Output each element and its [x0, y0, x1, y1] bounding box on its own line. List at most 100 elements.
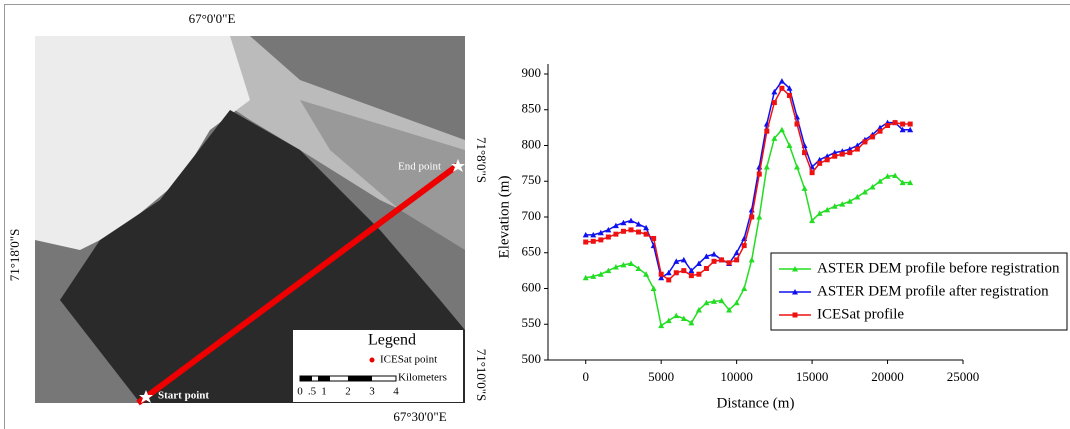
point — [824, 206, 831, 213]
point — [817, 160, 823, 166]
point — [809, 170, 815, 176]
y-tick-label: 900 — [522, 65, 542, 80]
point — [756, 171, 762, 177]
legend-box — [770, 252, 1068, 331]
x-axis-label: Distance (m) — [717, 395, 795, 411]
point — [907, 121, 913, 127]
point — [839, 201, 846, 207]
scale-label: 1 — [321, 386, 327, 398]
point — [582, 231, 589, 238]
point — [778, 126, 785, 133]
point — [711, 298, 717, 304]
point — [680, 256, 687, 263]
point — [703, 299, 710, 306]
start-star — [139, 390, 153, 403]
legend-label: ASTER DEM profile after registration — [817, 283, 1049, 299]
point — [854, 146, 860, 152]
x-tick-label: 0 — [582, 369, 589, 384]
point — [650, 285, 657, 291]
scale-label: 4 — [393, 386, 399, 398]
point — [719, 257, 725, 263]
rock — [60, 110, 465, 403]
point — [749, 214, 755, 220]
scale-label: 3 — [369, 386, 375, 398]
point — [583, 239, 589, 245]
point — [658, 322, 665, 329]
point — [612, 264, 619, 270]
point — [628, 227, 634, 233]
point — [726, 306, 733, 313]
point — [620, 228, 626, 234]
y-tick-label: 550 — [522, 315, 542, 330]
legend-title: Legend — [368, 332, 416, 349]
end-label: End point — [398, 161, 441, 173]
point — [665, 317, 672, 324]
point — [605, 267, 612, 274]
point — [628, 217, 634, 224]
point — [741, 285, 748, 291]
point — [892, 120, 898, 126]
point — [899, 179, 906, 186]
point — [839, 151, 845, 157]
point — [741, 243, 747, 249]
scale-unit: Kilometers — [398, 372, 447, 384]
lat-label: 71°18'0"S — [7, 229, 22, 282]
point — [847, 150, 853, 156]
point — [635, 265, 642, 271]
start-label: Start point — [158, 390, 209, 402]
point — [884, 173, 891, 179]
point — [590, 231, 597, 238]
legend-marker — [792, 312, 798, 318]
point — [771, 88, 778, 95]
point — [892, 172, 899, 179]
scale-label: .5 — [308, 386, 317, 398]
scale-label: 2 — [345, 386, 351, 398]
point — [635, 221, 642, 227]
point — [802, 150, 808, 156]
legend-dot — [369, 357, 375, 363]
legend-label: ICESat profile — [817, 306, 904, 322]
y-tick-label: 500 — [522, 351, 542, 366]
ice — [35, 36, 250, 250]
point — [605, 234, 611, 240]
y-tick-label: 700 — [522, 208, 542, 223]
y-tick-label: 600 — [522, 279, 542, 294]
point — [854, 193, 861, 200]
point — [786, 85, 793, 91]
point — [748, 256, 755, 263]
point — [711, 258, 717, 264]
point — [620, 261, 627, 268]
scale-labels: 0 .5 1 2 3 4 — [297, 386, 399, 398]
point — [756, 214, 763, 220]
point — [582, 274, 589, 281]
point — [681, 268, 687, 274]
point — [628, 260, 634, 266]
point — [809, 217, 816, 224]
point — [590, 273, 597, 279]
point — [665, 269, 672, 276]
point — [907, 179, 914, 186]
point — [673, 270, 679, 276]
series-line — [585, 80, 911, 279]
y-tick-label: 750 — [522, 172, 542, 187]
legend-marker — [792, 289, 798, 295]
scale-label: 0 — [297, 386, 303, 398]
point — [688, 267, 695, 274]
point — [778, 78, 785, 84]
point — [680, 315, 687, 322]
point — [703, 265, 709, 271]
lon-label: 67°0'0"E — [189, 11, 236, 26]
scale-bar — [299, 375, 397, 382]
series-line — [585, 87, 911, 281]
point — [718, 297, 725, 304]
track — [136, 162, 460, 406]
point — [786, 142, 793, 148]
scale-seg — [348, 376, 372, 381]
point — [831, 203, 838, 209]
point — [900, 121, 906, 127]
point — [695, 260, 702, 266]
point — [636, 229, 642, 235]
point — [801, 185, 808, 191]
point — [703, 253, 710, 259]
point — [643, 271, 650, 277]
